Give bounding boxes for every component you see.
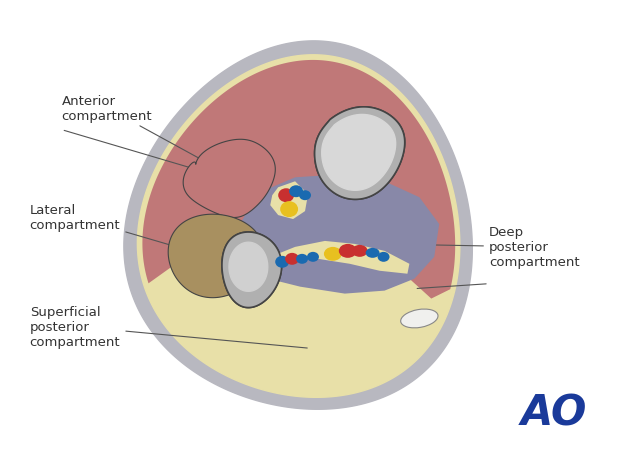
Polygon shape bbox=[229, 243, 268, 291]
Ellipse shape bbox=[275, 256, 289, 268]
Ellipse shape bbox=[352, 246, 368, 257]
Polygon shape bbox=[222, 233, 281, 308]
Ellipse shape bbox=[280, 202, 298, 218]
Ellipse shape bbox=[289, 186, 303, 198]
Ellipse shape bbox=[278, 189, 294, 203]
Polygon shape bbox=[168, 215, 264, 298]
Polygon shape bbox=[231, 175, 439, 294]
Text: Lateral
compartment: Lateral compartment bbox=[30, 204, 208, 257]
Polygon shape bbox=[183, 140, 275, 218]
Polygon shape bbox=[138, 56, 460, 397]
Ellipse shape bbox=[299, 191, 311, 201]
Ellipse shape bbox=[324, 247, 342, 261]
Ellipse shape bbox=[378, 252, 389, 262]
Polygon shape bbox=[314, 107, 405, 200]
Ellipse shape bbox=[285, 253, 299, 265]
Text: Anterior
compartment: Anterior compartment bbox=[61, 95, 226, 174]
Ellipse shape bbox=[307, 252, 319, 262]
Polygon shape bbox=[314, 107, 405, 200]
Ellipse shape bbox=[366, 248, 379, 258]
Text: Superficial
posterior
compartment: Superficial posterior compartment bbox=[30, 305, 308, 348]
Ellipse shape bbox=[296, 254, 308, 264]
Polygon shape bbox=[322, 115, 396, 191]
Polygon shape bbox=[265, 241, 409, 274]
Polygon shape bbox=[143, 61, 455, 299]
Polygon shape bbox=[222, 233, 281, 308]
Polygon shape bbox=[229, 243, 268, 291]
Ellipse shape bbox=[339, 244, 356, 258]
Text: Deep
posterior
compartment: Deep posterior compartment bbox=[383, 226, 580, 269]
Polygon shape bbox=[322, 115, 396, 191]
Text: AO: AO bbox=[520, 392, 587, 434]
Polygon shape bbox=[270, 182, 308, 219]
Polygon shape bbox=[124, 42, 472, 409]
Ellipse shape bbox=[401, 309, 438, 328]
